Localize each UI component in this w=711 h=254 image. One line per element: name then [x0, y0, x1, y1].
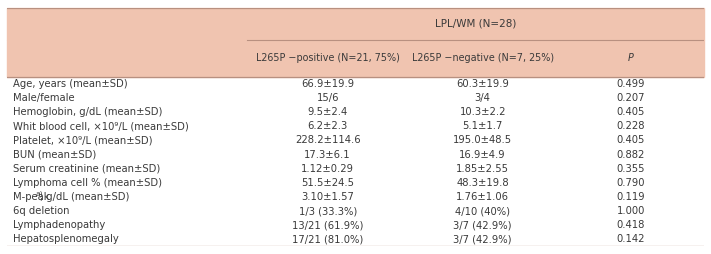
Text: Lymphoma cell % (mean±SD): Lymphoma cell % (mean±SD) [13, 178, 161, 188]
Text: 13/21 (61.9%): 13/21 (61.9%) [292, 220, 363, 230]
Text: 66.9±19.9: 66.9±19.9 [301, 79, 354, 89]
Text: 5.1±1.7: 5.1±1.7 [462, 121, 503, 131]
Text: 0.790: 0.790 [616, 178, 645, 188]
Text: 60.3±19.9: 60.3±19.9 [456, 79, 509, 89]
Text: Serum creatinine (mean±SD): Serum creatinine (mean±SD) [13, 164, 160, 174]
Text: 4/10 (40%): 4/10 (40%) [455, 206, 510, 216]
Text: 0.882: 0.882 [616, 150, 645, 160]
Text: 1.85±2.55: 1.85±2.55 [456, 164, 509, 174]
Text: 51.5±24.5: 51.5±24.5 [301, 178, 354, 188]
Text: 1.76±1.06: 1.76±1.06 [456, 192, 509, 202]
Text: BUN (mean±SD): BUN (mean±SD) [13, 150, 96, 160]
Text: 9.5±2.4: 9.5±2.4 [307, 107, 348, 117]
Text: Platelet, ×10⁹/L (mean±SD): Platelet, ×10⁹/L (mean±SD) [13, 135, 152, 146]
Text: 0.355: 0.355 [616, 164, 645, 174]
Text: Hepatosplenomegaly: Hepatosplenomegaly [13, 234, 119, 244]
Text: 3/7 (42.9%): 3/7 (42.9%) [454, 220, 512, 230]
Text: L265P −positive (N=21, 75%): L265P −positive (N=21, 75%) [256, 53, 400, 63]
Text: 1.000: 1.000 [616, 206, 645, 216]
Text: 0.405: 0.405 [616, 107, 645, 117]
Text: 228.2±114.6: 228.2±114.6 [295, 135, 360, 146]
Text: 195.0±48.5: 195.0±48.5 [453, 135, 512, 146]
Text: M-peak: M-peak [13, 192, 49, 202]
Text: Lymphadenopathy: Lymphadenopathy [13, 220, 105, 230]
Text: 6.2±2.3: 6.2±2.3 [307, 121, 348, 131]
Text: 0.499: 0.499 [616, 79, 645, 89]
Text: 3/4: 3/4 [475, 93, 491, 103]
Text: LPL/WM (N=28): LPL/WM (N=28) [435, 19, 516, 29]
Text: 0.228: 0.228 [616, 121, 645, 131]
Text: 0.418: 0.418 [616, 220, 645, 230]
Text: Hemoglobin, g/dL (mean±SD): Hemoglobin, g/dL (mean±SD) [13, 107, 162, 117]
Text: 10.3±2.2: 10.3±2.2 [459, 107, 506, 117]
Text: 0.142: 0.142 [616, 234, 645, 244]
Text: 16.9±4.9: 16.9±4.9 [459, 150, 506, 160]
Text: 15/6: 15/6 [316, 93, 339, 103]
Text: Age, years (mean±SD): Age, years (mean±SD) [13, 79, 127, 89]
Text: 6q deletion: 6q deletion [13, 206, 69, 216]
Text: 0.207: 0.207 [616, 93, 645, 103]
Text: Male/female: Male/female [13, 93, 75, 103]
Text: 0.405: 0.405 [616, 135, 645, 146]
Text: , g/dL (mean±SD): , g/dL (mean±SD) [41, 192, 129, 202]
Text: 1/3 (33.3%): 1/3 (33.3%) [299, 206, 357, 216]
Text: 48.3±19.8: 48.3±19.8 [456, 178, 509, 188]
Text: 17.3±6.1: 17.3±6.1 [304, 150, 351, 160]
Text: 3/7 (42.9%): 3/7 (42.9%) [454, 234, 512, 244]
Text: L265P −negative (N=7, 25%): L265P −negative (N=7, 25%) [412, 53, 554, 63]
Text: P: P [628, 53, 634, 63]
Text: Whit blood cell, ×10⁹/L (mean±SD): Whit blood cell, ×10⁹/L (mean±SD) [13, 121, 188, 131]
Text: 0.119: 0.119 [616, 192, 645, 202]
Text: 1.12±0.29: 1.12±0.29 [301, 164, 354, 174]
Text: 17/21 (81.0%): 17/21 (81.0%) [292, 234, 363, 244]
Text: a): a) [36, 190, 43, 197]
Text: 3.10±1.57: 3.10±1.57 [301, 192, 354, 202]
